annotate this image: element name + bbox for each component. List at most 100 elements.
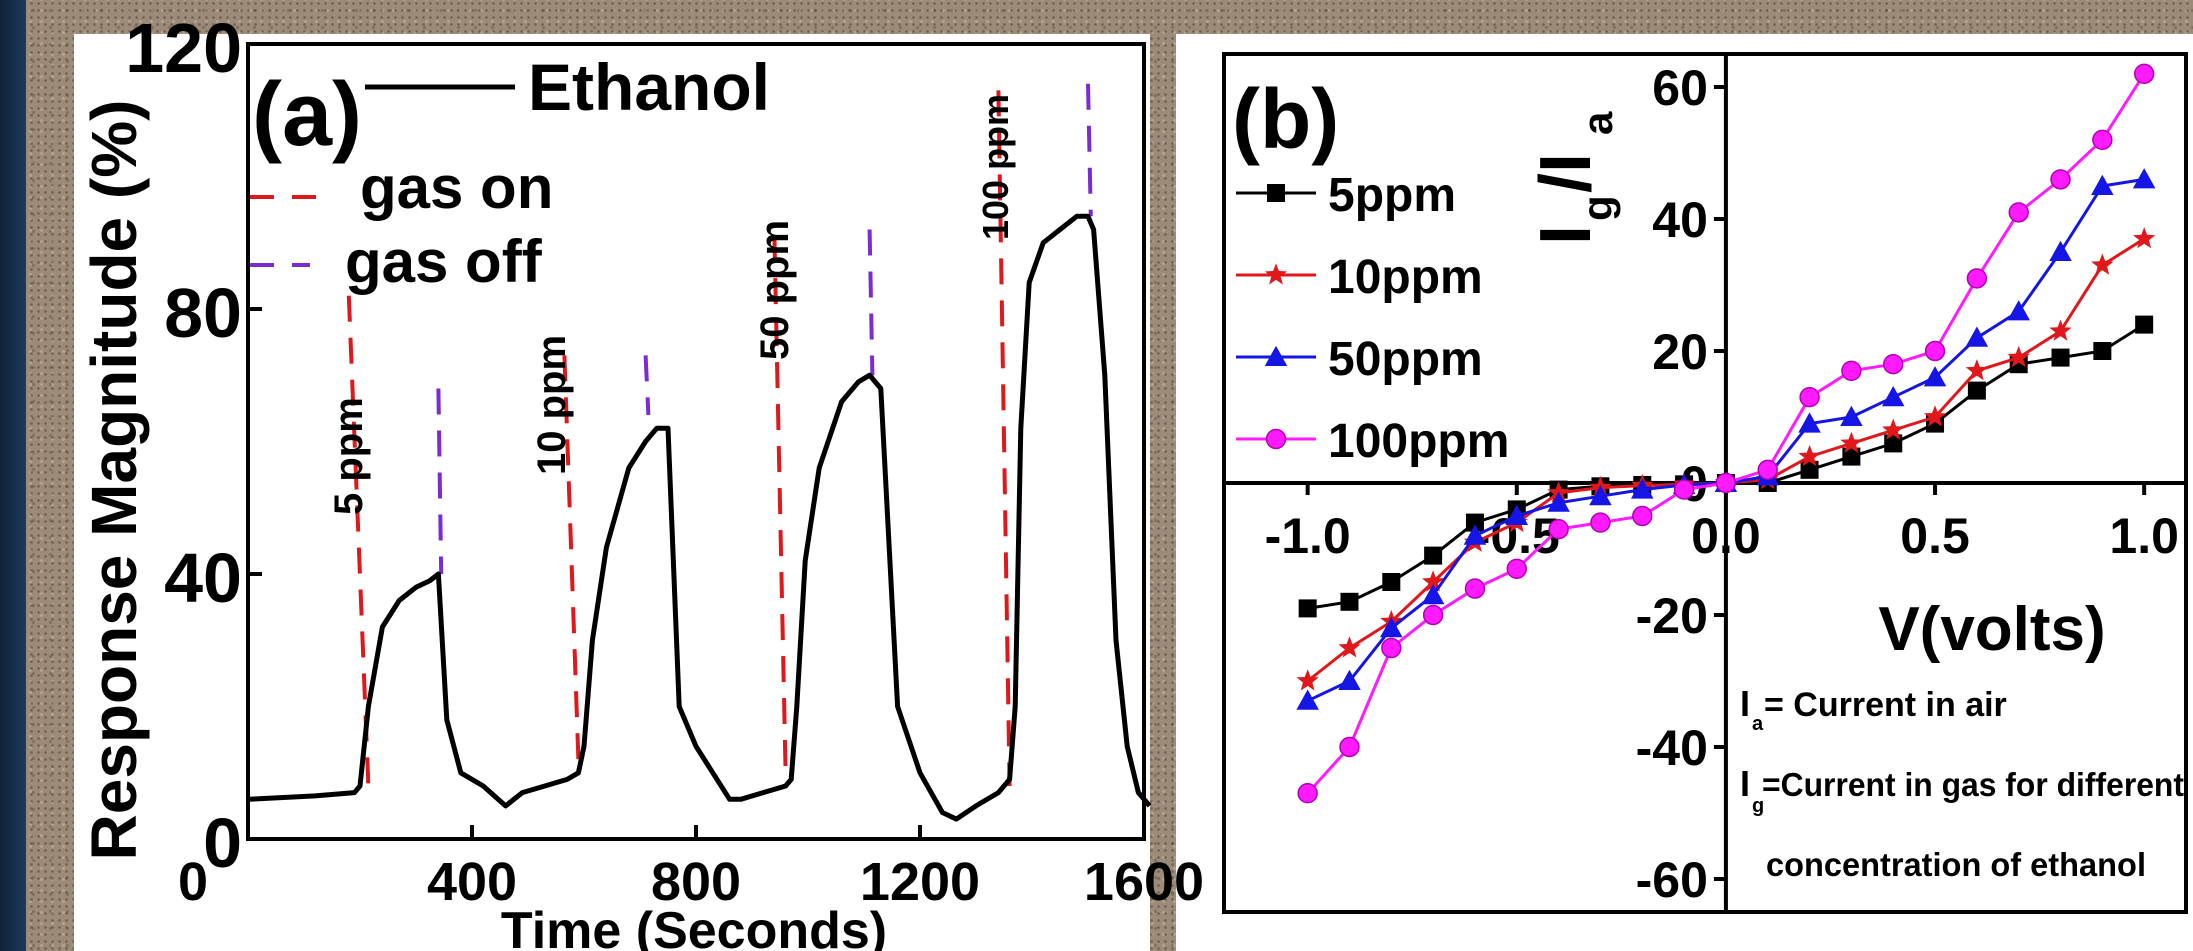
chart-b-x-tick-label: 1.0 [2109,508,2179,564]
legend-50ppm: 50ppm [1236,333,1483,386]
note-ig: I g =Current in gas for different [1740,763,2184,817]
series-100ppm-point [1297,783,1318,804]
series-5ppm-point [2093,342,2112,360]
left-edge-bar [0,0,26,951]
series-10ppm-point [2133,227,2156,249]
series-100ppm-point [1924,340,1946,362]
series-10ppm-point [1422,570,1445,592]
legend-ethanol-label: Ethanol [528,50,770,124]
series-50ppm-point [1463,524,1487,545]
chart-a-y-tick-label: 40 [164,539,242,617]
legend-10ppm-label: 10ppm [1328,251,1483,304]
series-50ppm-point [1505,504,1529,525]
chart-b-y-tick-label: -60 [1636,852,1708,908]
legend-100ppm-label: 100ppm [1328,415,1509,468]
gas-on-marker [772,236,788,773]
series-10ppm-point [1923,405,1947,427]
series-5ppm-point [1382,573,1401,591]
legend-5ppm: 5ppm [1236,169,1456,222]
chart-a-y-axis-label: Response Magnitude (%) [78,100,150,861]
gas-off-marker [643,355,651,416]
series-5ppm-point [1340,592,1359,611]
series-5ppm-point [1298,599,1317,618]
series-5ppm-point [1465,513,1484,532]
legend-10ppm-marker [1264,263,1288,285]
series-5ppm-point [1842,447,1861,466]
legend-5ppm-label: 5ppm [1328,169,1456,222]
series-100ppm [1297,63,2155,804]
series-10ppm-point [1798,444,1821,467]
series-5ppm-point [1884,434,1903,453]
series-50ppm-point [1798,412,1821,433]
series-10ppm-point [1882,418,1905,440]
series-100ppm-point [1590,512,1611,533]
series-10ppm-point [2049,319,2072,341]
series-10ppm-point [1965,359,1988,381]
panel-b-label: (b) [1232,72,1339,166]
legend-100ppm: 100ppm [1236,415,1509,468]
series-100ppm-point [1632,505,1653,527]
series-100ppm-point [1339,736,1360,758]
series-50ppm-point [1965,326,1989,347]
chart-b-x-tick-label: 0.5 [1900,508,1970,564]
svg-text:g: g [1574,195,1621,221]
legend-gas-on-label: gas on [360,154,553,221]
series-100ppm-point [1381,637,1402,659]
annotation-5ppm: 5 ppm [327,397,371,515]
chart-b-y-tick-label: 60 [1652,60,1708,116]
chart-a-y-tick-label: 120 [125,9,242,87]
chart-a-x-tick-label: 1600 [1084,852,1204,912]
series-50ppm-point [1547,491,1570,512]
series-100ppm-point [1548,519,1569,540]
chart-b-y-tick-label: 40 [1652,192,1708,248]
series-100ppm-point [1422,604,1444,626]
series-10ppm-point [1296,669,1319,691]
chart-b-y-tick-label: -20 [1636,588,1708,644]
series-50ppm-point [1380,616,1403,638]
series-5ppm-point [2051,348,2070,367]
note-concentration: concentration of ethanol [1766,846,2146,883]
series-100ppm-point [1673,479,1695,500]
chart-b-y-tick-label: 20 [1652,324,1708,380]
series-100ppm-point [1715,472,1737,494]
series-50ppm-point [2049,240,2072,261]
series-50ppm-point [1840,405,1863,426]
legend-50ppm-label: 50ppm [1328,333,1483,386]
series-100ppm-point [1799,387,1820,408]
chart-b-x-tick-label: 0.0 [1691,508,1761,564]
series-ethanol-line [247,213,1152,822]
chart-a-y-tick-label: 80 [164,274,242,352]
series-100ppm-point [1966,268,1988,289]
chart-a-y-axis: 0 40 80 120 [125,9,262,882]
svg-text:= Current in air: = Current in air [1764,686,2007,724]
series-10ppm-point [1338,636,1361,658]
svg-text:I: I [1740,683,1750,724]
series-50ppm-point [1923,366,1947,387]
annotation-10ppm: 10 ppm [530,335,574,475]
chart-b-legend: 5ppm 10ppm 50ppm 100ppm [1236,169,1509,468]
series-50ppm-point [1296,689,1319,710]
series-10ppm-point [1840,431,1863,453]
gas-off-marker [867,229,875,376]
legend-gas-off-label: gas off [345,228,543,295]
series-50ppm-point [1589,484,1612,506]
chart-a-x-tick-label: 800 [651,852,741,912]
annotation-100ppm: 100 ppm [975,94,1016,240]
chart-a-x-axis: 0 400 800 1200 1600 [178,825,1204,912]
svg-text:=Current in gas for different: =Current in gas for different [1762,766,2184,803]
series-50ppm-point [1338,669,1361,690]
series-100ppm-point [1841,360,1862,381]
note-ia: I a = Current in air [1740,683,2007,735]
series-100ppm-point [1464,578,1486,599]
svg-text:concentration of ethanol: concentration of ethanol [1766,846,2146,883]
series-100ppm-point [2008,202,2029,223]
svg-text:g: g [1752,795,1764,817]
series-5ppm-point [1800,460,1819,479]
series-50ppm-point [1631,478,1654,499]
chart-a-x-tick-label: 0 [178,852,208,912]
series-50ppm-point [2132,168,2156,189]
chart-b-x-axis: -1.0 -0.5 0.0 0.5 1.0 [1265,483,2179,564]
chart-a-x-tick-label: 1200 [860,852,980,912]
series-50ppm-point [1881,385,1905,407]
